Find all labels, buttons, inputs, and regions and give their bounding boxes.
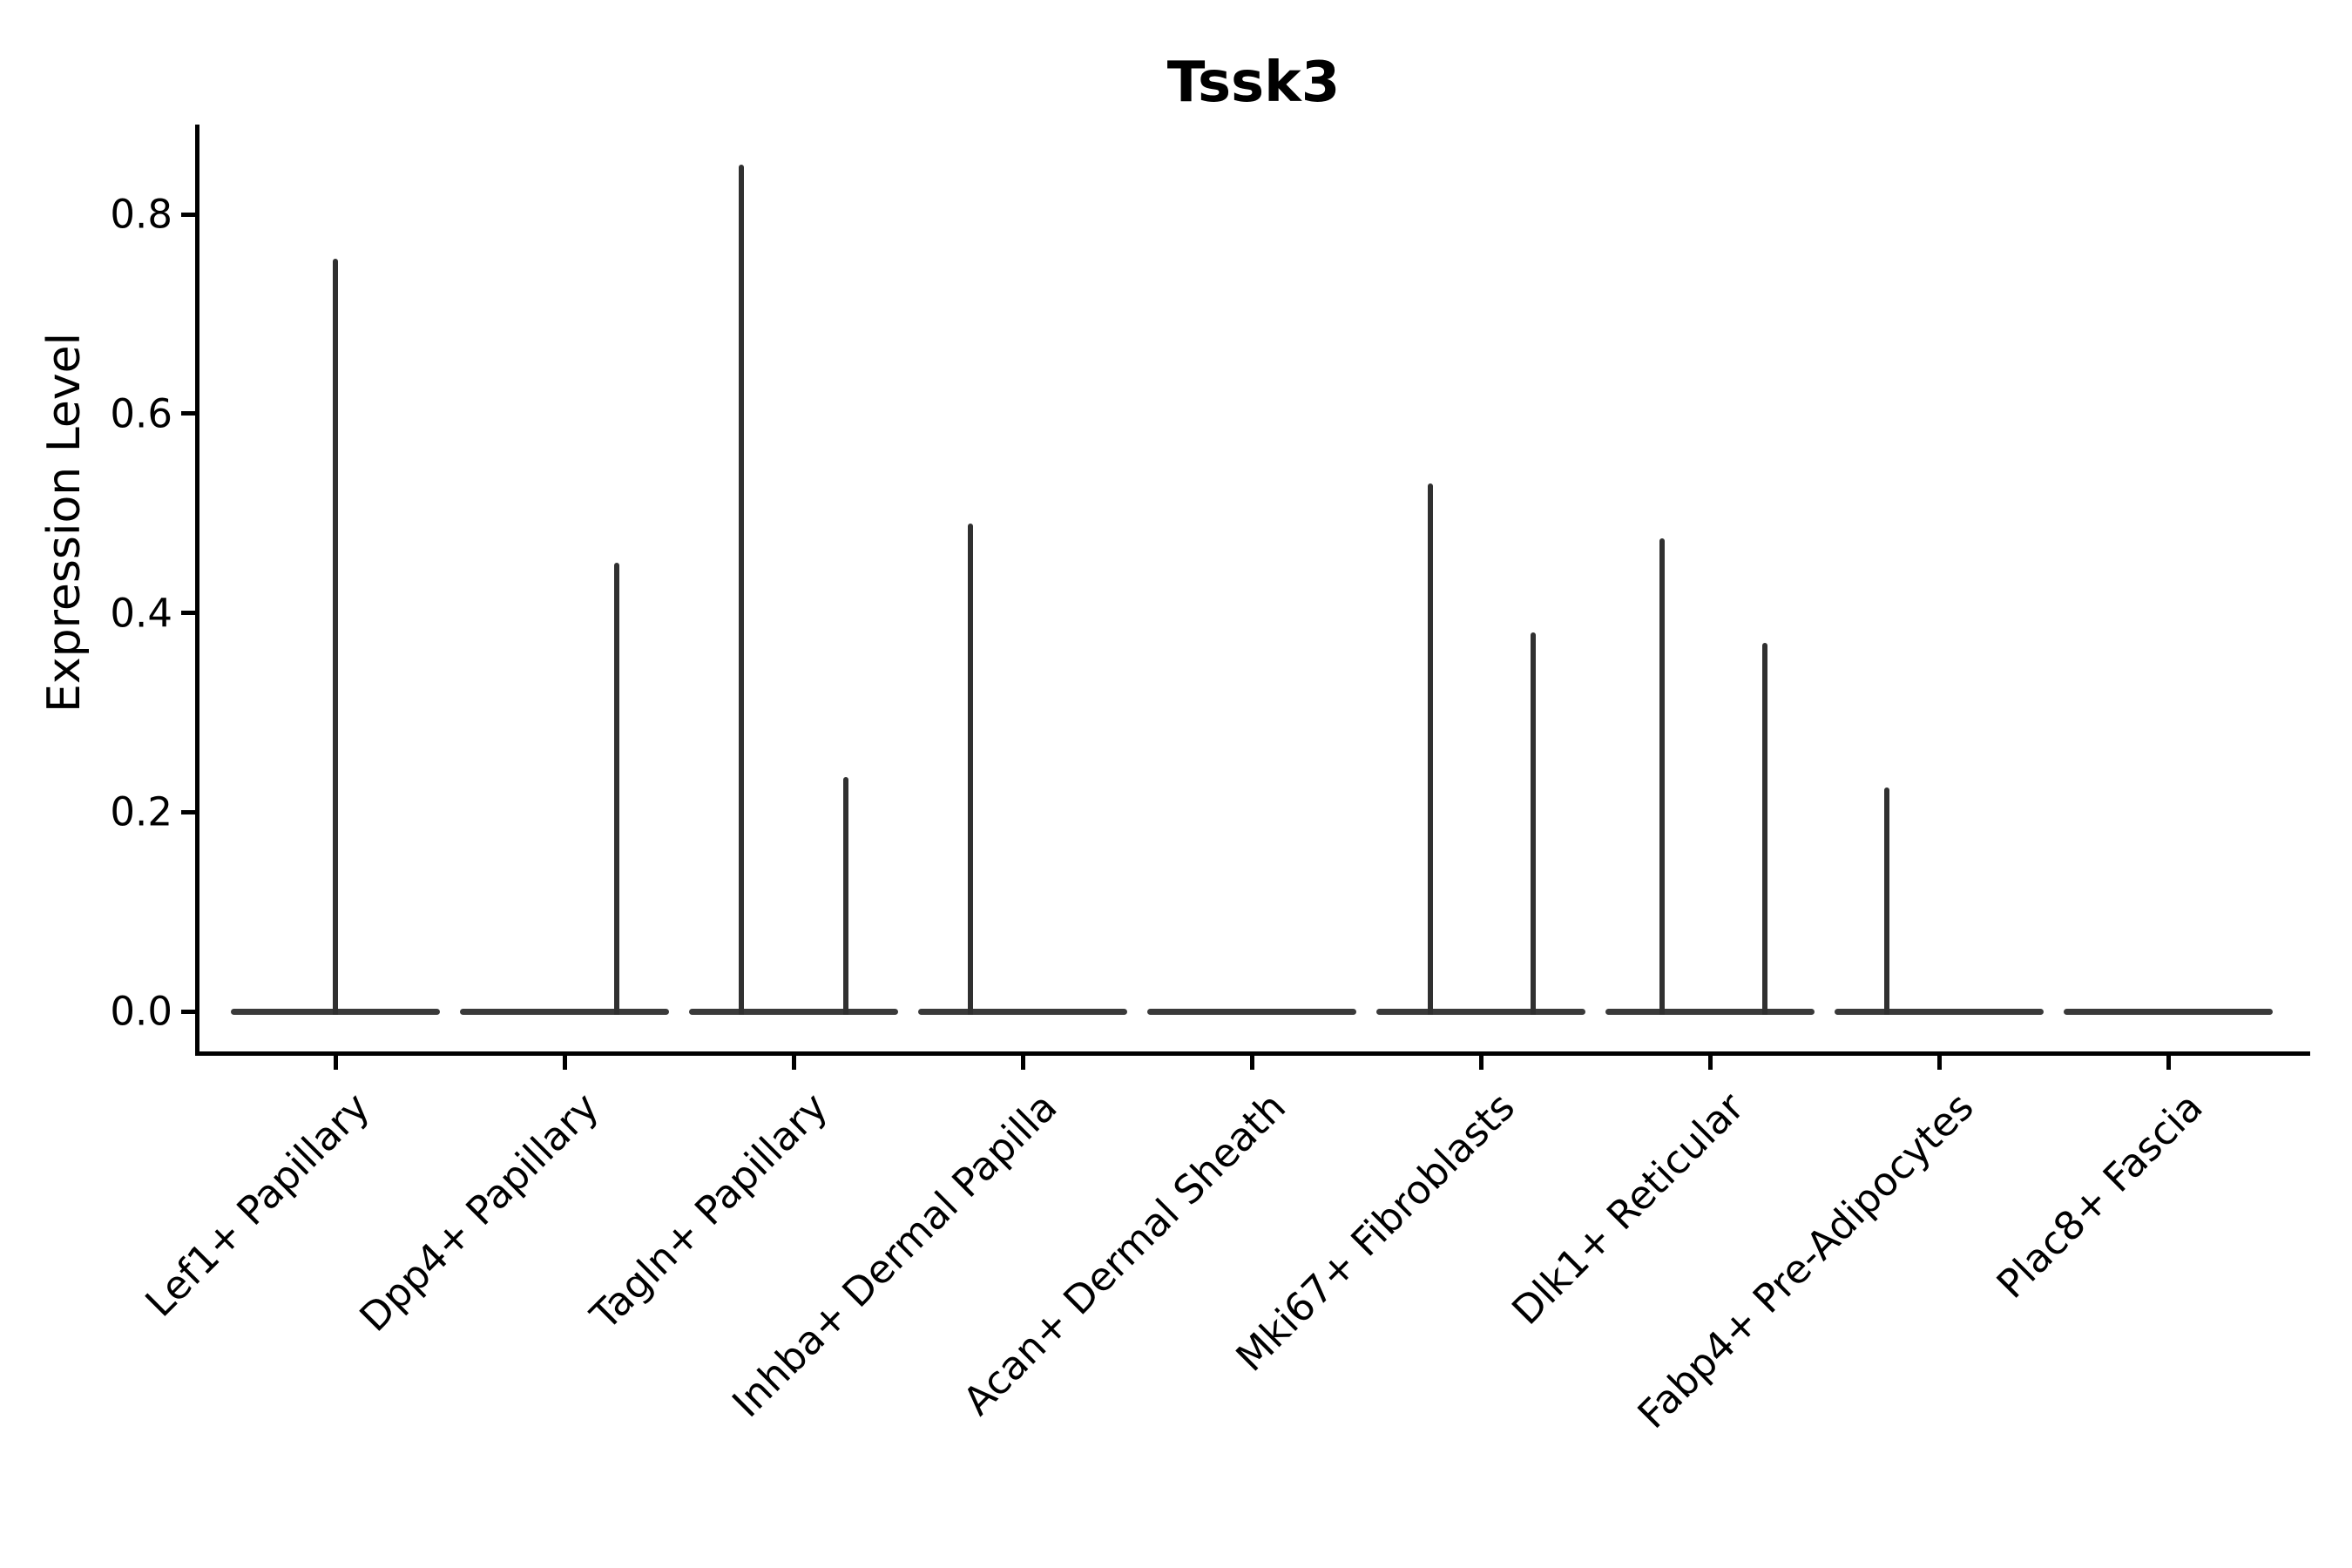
- violin-base: [460, 1008, 669, 1015]
- violin-base: [1835, 1008, 2044, 1015]
- violin-spike: [1884, 787, 1890, 1015]
- violin-spike: [968, 523, 974, 1015]
- plot-title: Tssk3: [1166, 51, 1341, 115]
- violin-spike: [739, 164, 745, 1015]
- violin-spike: [1530, 632, 1536, 1015]
- y-tick: [180, 1009, 195, 1014]
- x-tick: [1707, 1055, 1713, 1070]
- violin-spike: [842, 777, 848, 1015]
- y-tick-label: 0.6: [110, 390, 172, 437]
- violin-spike: [1427, 483, 1433, 1015]
- y-tick: [180, 809, 195, 814]
- y-tick: [180, 411, 195, 416]
- x-tick: [1249, 1055, 1254, 1070]
- x-tick: [1936, 1055, 1942, 1070]
- x-tick: [333, 1055, 338, 1070]
- y-tick-label: 0.2: [110, 788, 172, 835]
- violin-base: [1147, 1008, 1356, 1015]
- y-axis-spine: [194, 125, 199, 1056]
- violin-base: [918, 1008, 1127, 1015]
- x-tick-label: Dpp4+ Papillary: [350, 1084, 608, 1341]
- x-tick-label: Tagln+ Papillary: [581, 1084, 837, 1339]
- y-tick: [180, 212, 195, 217]
- y-tick: [180, 611, 195, 615]
- violin-base: [1605, 1008, 1815, 1015]
- x-tick-label: Lef1+ Papillary: [136, 1084, 379, 1326]
- x-tick-label: Plac8+ Fascia: [1987, 1084, 2212, 1308]
- violin-spike: [333, 259, 338, 1015]
- x-tick: [791, 1055, 796, 1070]
- x-tick: [1020, 1055, 1025, 1070]
- violin-base: [689, 1008, 898, 1015]
- y-tick-label: 0.0: [110, 988, 172, 1035]
- violin-base: [1376, 1008, 1585, 1015]
- x-tick: [2166, 1055, 2171, 1070]
- x-axis-spine: [194, 1051, 2310, 1056]
- violin-spike: [1762, 642, 1768, 1015]
- y-tick-label: 0.4: [110, 590, 172, 636]
- y-axis-label: Expression Level: [38, 332, 91, 713]
- violin-spike: [1659, 537, 1665, 1015]
- x-tick-label: Dlk1+ Reticular: [1503, 1084, 1754, 1334]
- y-tick-label: 0.8: [110, 191, 172, 238]
- x-tick: [562, 1055, 567, 1070]
- violin-spike: [613, 563, 619, 1015]
- x-tick: [1478, 1055, 1484, 1070]
- violin-base: [2064, 1008, 2273, 1015]
